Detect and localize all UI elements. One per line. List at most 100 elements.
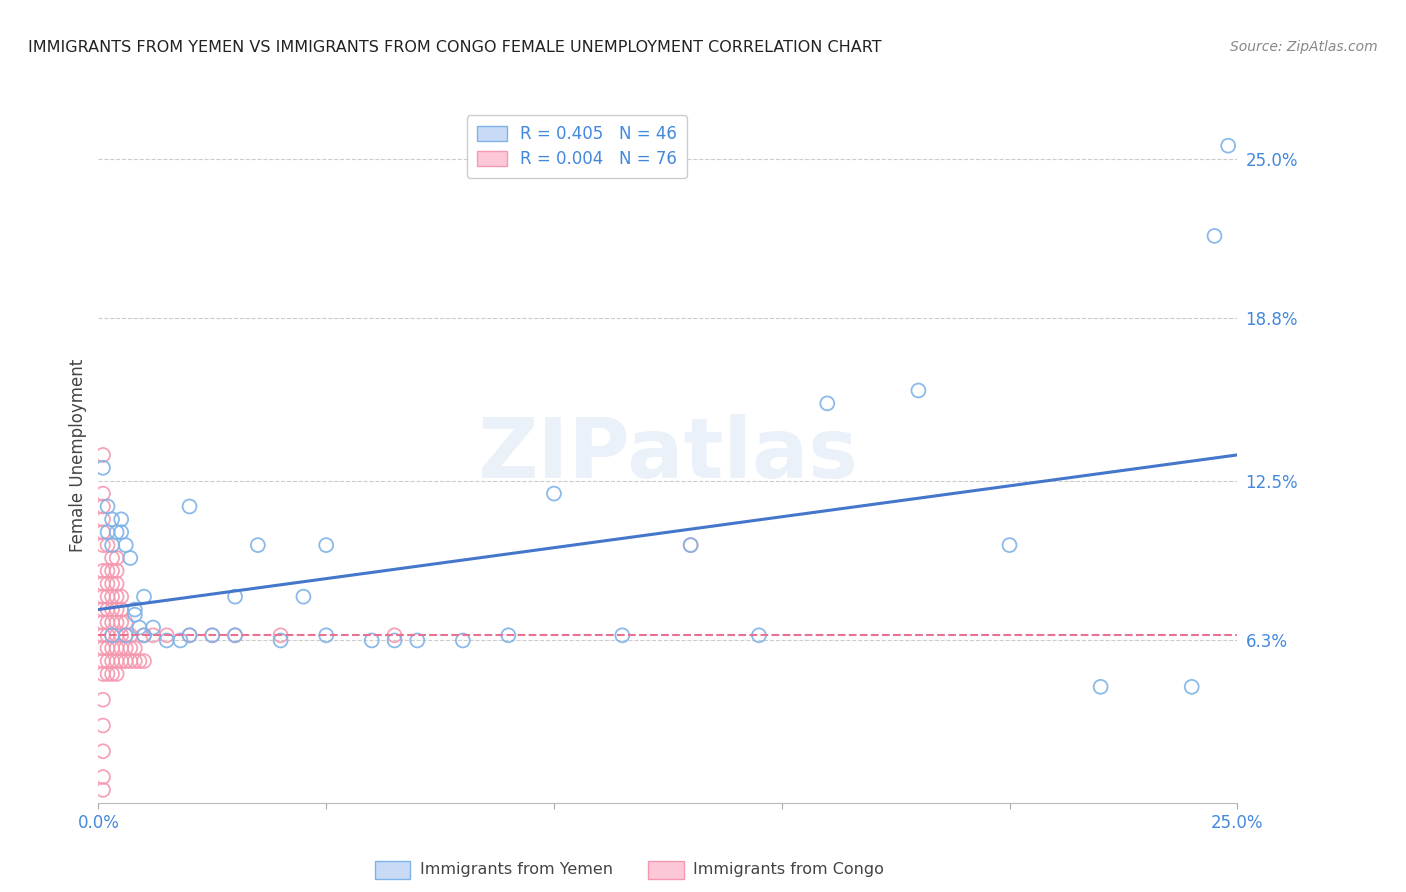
Point [91, 628, 114, 642]
Point [96, 628, 118, 642]
Point [105, 564, 128, 578]
Text: Immigrants from Yemen: Immigrants from Yemen [420, 863, 613, 877]
Text: Source: ZipAtlas.com: Source: ZipAtlas.com [1230, 40, 1378, 54]
Point [101, 615, 124, 630]
Point [91, 512, 114, 526]
Point [156, 628, 179, 642]
Point [406, 633, 429, 648]
Point [101, 538, 124, 552]
Point [1204, 228, 1226, 243]
Point [91, 486, 114, 500]
Point [91, 500, 114, 514]
Point [224, 628, 246, 642]
Point [114, 538, 136, 552]
Point [1090, 680, 1112, 694]
Point [498, 628, 520, 642]
Point [105, 576, 128, 591]
Point [105, 590, 128, 604]
Point [101, 551, 124, 566]
Point [105, 667, 128, 681]
Point [110, 654, 132, 668]
Point [384, 628, 406, 642]
Point [91, 641, 114, 656]
Point [91, 590, 114, 604]
Point [246, 538, 269, 552]
Point [679, 538, 702, 552]
Point [114, 628, 136, 642]
Point [96, 500, 118, 514]
Point [101, 641, 124, 656]
Point [114, 654, 136, 668]
Point [120, 551, 142, 566]
Point [201, 628, 224, 642]
Point [91, 525, 114, 540]
Point [96, 641, 118, 656]
Point [91, 654, 114, 668]
Point [142, 621, 165, 635]
Y-axis label: Female Unemployment: Female Unemployment [69, 359, 87, 551]
Point [128, 654, 150, 668]
Point [110, 615, 132, 630]
Point [91, 744, 114, 758]
Point [105, 602, 128, 616]
Point [91, 615, 114, 630]
Point [315, 538, 337, 552]
Point [124, 654, 146, 668]
Point [315, 628, 337, 642]
Point [179, 628, 201, 642]
Point [96, 576, 118, 591]
Point [101, 576, 124, 591]
Point [114, 615, 136, 630]
Point [96, 615, 118, 630]
Point [120, 641, 142, 656]
Point [105, 551, 128, 566]
Point [105, 654, 128, 668]
Point [270, 628, 292, 642]
Point [101, 654, 124, 668]
Point [120, 628, 142, 642]
Point [91, 564, 114, 578]
Point [270, 633, 292, 648]
Point [142, 628, 165, 642]
Point [224, 628, 246, 642]
Legend: R = 0.405   N = 46, R = 0.004   N = 76: R = 0.405 N = 46, R = 0.004 N = 76 [467, 115, 688, 178]
Text: Immigrants from Congo: Immigrants from Congo [693, 863, 884, 877]
Text: ZIPatlas: ZIPatlas [478, 415, 858, 495]
Point [748, 628, 770, 642]
Point [110, 602, 132, 616]
Point [91, 692, 114, 706]
Point [132, 590, 155, 604]
Point [96, 525, 118, 540]
Point [96, 654, 118, 668]
Point [110, 525, 132, 540]
Point [132, 628, 155, 642]
Point [451, 633, 474, 648]
Point [105, 525, 128, 540]
Point [132, 628, 155, 642]
Point [1181, 680, 1204, 694]
Point [110, 628, 132, 642]
Point [907, 384, 929, 398]
Point [132, 654, 155, 668]
Point [128, 621, 150, 635]
Point [101, 564, 124, 578]
Point [201, 628, 224, 642]
Point [179, 500, 201, 514]
Point [110, 590, 132, 604]
Point [96, 602, 118, 616]
Point [96, 538, 118, 552]
Point [91, 783, 114, 797]
Point [110, 641, 132, 656]
Point [169, 633, 191, 648]
Point [224, 590, 246, 604]
Point [91, 667, 114, 681]
Point [120, 654, 142, 668]
Point [292, 590, 315, 604]
Point [384, 633, 406, 648]
Point [91, 770, 114, 784]
Point [612, 628, 634, 642]
Point [91, 448, 114, 462]
Point [91, 718, 114, 732]
Point [124, 607, 146, 622]
Text: IMMIGRANTS FROM YEMEN VS IMMIGRANTS FROM CONGO FEMALE UNEMPLOYMENT CORRELATION C: IMMIGRANTS FROM YEMEN VS IMMIGRANTS FROM… [28, 40, 882, 55]
